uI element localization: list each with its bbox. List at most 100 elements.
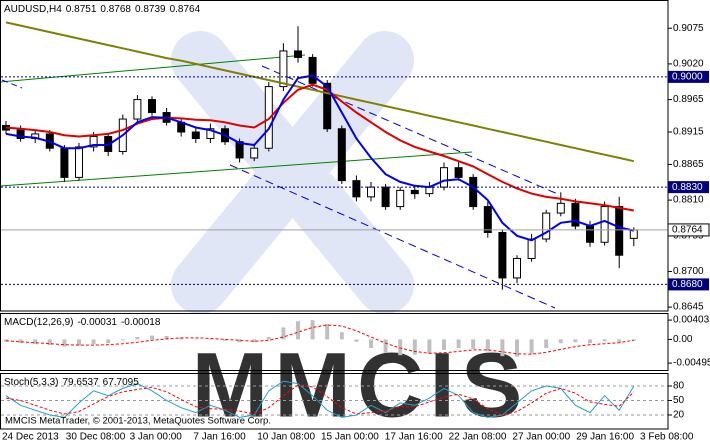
y-tick-label: 0.8915 [673,127,704,138]
macd-bar [120,339,125,341]
channel-line [1,79,23,89]
candle-body [323,82,332,130]
moving-average [5,21,635,163]
macd-bar [515,339,519,357]
indicator-value: -0.00031 [77,317,117,328]
level-box [668,181,709,194]
stoch-main [5,380,635,418]
macd-bar [266,336,271,340]
x-tick-label: 15 Jan 00:00 [321,432,379,443]
candle-body [615,206,624,256]
macd-bar [33,339,38,345]
candle-body [454,167,463,178]
candle-body [294,50,302,58]
macd-bar [544,339,549,349]
y-tick-label: -0.00495 [673,358,710,369]
level-label: 0.9000 [672,72,703,83]
candle-body [250,147,259,159]
watermark-logo [171,31,414,314]
indicator-name: MACD(12,26,9) [4,317,73,328]
macd-bar [456,339,461,349]
x-tick-label: 3 Jan 00:00 [130,432,183,443]
channel-line [261,65,561,196]
macd-bar [106,339,111,344]
candle-body [527,238,536,259]
macd-bar [296,321,300,340]
channel-line [229,164,556,309]
macd-bar [339,332,344,340]
chart-title: AUDUSD,H4 0.8751 0.8768 0.8739 0.8764 [4,4,201,15]
x-tick-label: 10 Jan 08:00 [257,432,315,443]
candle-body [396,189,405,208]
watermark-text: MMCIS [192,334,529,436]
symbol: AUDUSD,H4 [4,4,62,15]
candle-body [571,202,580,227]
candle-body [352,180,361,198]
candle-body [206,128,215,139]
candle-body [16,129,25,139]
candle-body [600,206,609,243]
macd-bar [150,335,154,340]
logo-stroke [171,31,414,314]
x-tick-label: 24 Dec 2013 [2,432,59,443]
candle-body [264,86,273,149]
x-tick-label: 29 Jan 16:00 [576,432,634,443]
trend-line [0,54,306,83]
macd-bar [193,338,198,340]
panel-title: MACD(12,26,9) -0.00031 -0.00018 [4,317,161,328]
macd-bar [354,339,359,342]
y-tick-label: 0.00 [673,334,693,345]
footer: MMCIS MetaTrader, © 2001-2013, MetaQuote… [5,416,271,427]
level-box [668,278,709,291]
macd-bar [398,339,403,356]
indicator-value: -0.00018 [121,317,161,328]
candle-body [542,212,551,240]
y-tick-label: 0.8645 [673,302,704,313]
candle-body [133,99,142,120]
plots [1,21,668,418]
indicator-name: Stoch(5,3,3) [4,377,58,388]
signal-line [5,324,634,355]
macd-bar [485,339,490,352]
macd-bar [223,339,227,341]
candle-body [337,128,346,182]
macd-bar [47,339,52,346]
macd-frame [0,313,669,371]
macd-bar [573,339,578,343]
y-tick-label: 80 [673,381,685,392]
macd-bar [62,339,67,347]
candle-body [191,131,200,139]
x-tick-label: 30 Dec 08:00 [66,432,126,443]
ohlc-low: 0.8739 [135,4,166,15]
candle-body [381,186,390,208]
panel-title: Stoch(5,3,3) 79.6537 67.7095 [4,377,139,388]
ohlc-open: 0.8751 [66,4,97,15]
macd-bar [310,320,315,340]
macd-bar [18,339,23,344]
candle-body [279,50,288,88]
ohlc-high: 0.8768 [100,4,131,15]
y-tick-label: 0.9020 [673,59,704,70]
candle-body [440,167,448,188]
level-label: 0.8830 [672,182,703,193]
macd-bar [325,324,330,340]
candle-body [308,56,317,84]
macd-bar [281,327,286,340]
macd-bar [91,339,96,345]
macd-bar [77,339,81,346]
candle-body [367,186,375,198]
y-tick-label: 0.8700 [673,266,704,277]
macd-bar [208,339,213,340]
main-frame [0,0,669,312]
y-tick-label: 50 [673,395,685,406]
moving-average [5,74,635,242]
macd-bar [442,339,446,350]
x-tick-label: 7 Jan 16:00 [193,432,246,443]
candle-body [410,189,419,195]
macd-bar [500,339,505,357]
macd-bar [529,339,534,354]
macd-bar [369,339,373,349]
stoch-signal [5,384,635,416]
candle-body [556,202,565,214]
